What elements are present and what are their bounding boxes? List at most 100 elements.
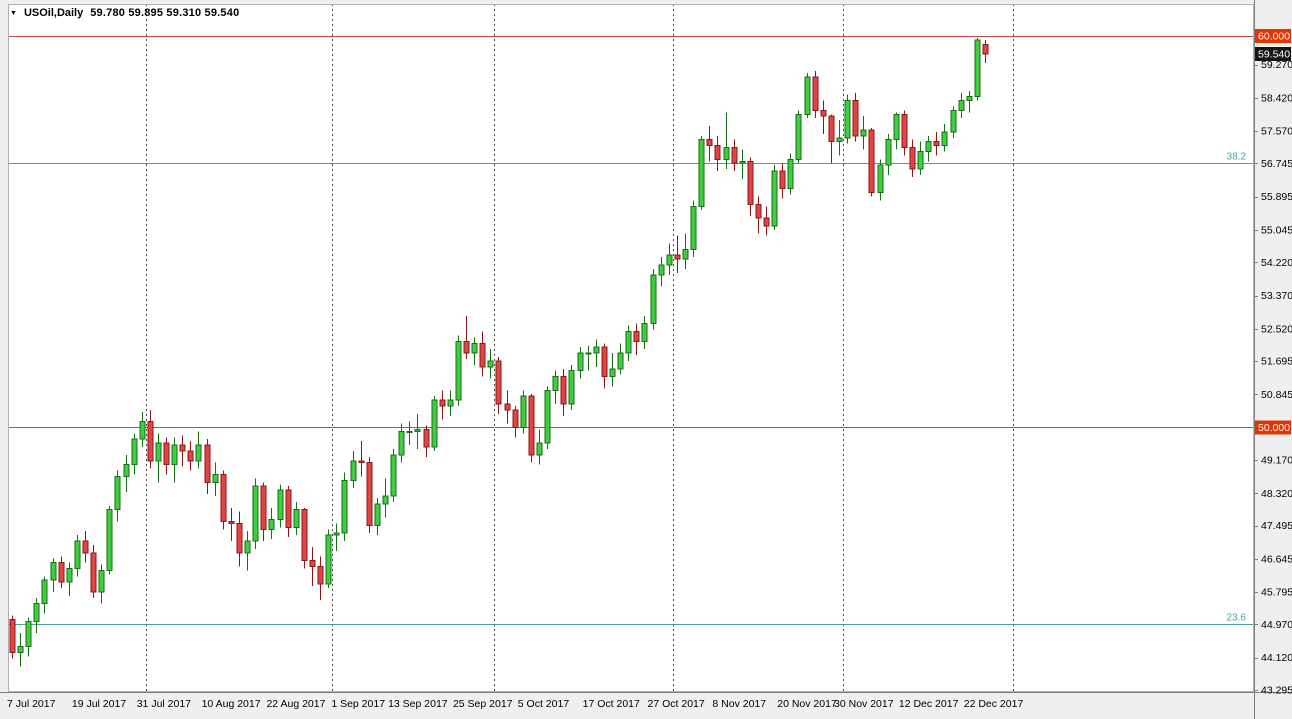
candle-body	[633, 331, 640, 342]
price-tick-label: 53.370	[1261, 290, 1292, 302]
candle-body	[220, 473, 227, 522]
time-axis-label: 20 Nov 2017	[777, 698, 837, 710]
candle-body	[901, 113, 908, 149]
candle-body	[139, 421, 146, 440]
time-axis-label: 27 Oct 2017	[648, 698, 705, 710]
candle-body	[447, 399, 454, 407]
candle-body	[917, 150, 924, 170]
candle-body	[536, 442, 543, 456]
candle-body	[187, 450, 194, 462]
candle-body	[568, 370, 575, 405]
candle-body	[147, 421, 154, 462]
current-price-badge	[1255, 46, 1291, 61]
candle-body	[925, 141, 932, 152]
price-tick-label: 43.295	[1261, 685, 1292, 697]
candle-body	[723, 147, 730, 160]
time-axis-label: 12 Dec 2017	[899, 698, 959, 710]
candle-body	[390, 454, 397, 497]
candle-body	[836, 137, 843, 143]
candle-body	[171, 444, 178, 466]
candle-body	[666, 254, 673, 266]
candle-body	[641, 323, 648, 342]
candle-body	[285, 489, 292, 528]
candle-body	[658, 264, 665, 276]
candle-body	[877, 164, 884, 194]
time-axis-label: 8 Nov 2017	[712, 698, 766, 710]
price-tick-label: 46.645	[1261, 553, 1292, 565]
price-tick-label: 55.895	[1261, 191, 1292, 203]
candle-body	[398, 430, 405, 456]
time-axis-label: 17 Oct 2017	[583, 698, 640, 710]
price-tick-label: 51.695	[1261, 356, 1292, 368]
price-tick-label: 54.220	[1261, 257, 1292, 269]
time-axis-label: 22 Dec 2017	[964, 698, 1024, 710]
candle-body	[520, 395, 527, 428]
level-price-badge	[1255, 28, 1291, 43]
candle-body	[123, 464, 130, 477]
candle-body	[252, 485, 259, 542]
candle-body	[439, 399, 446, 407]
price-tick-label: 56.745	[1261, 158, 1292, 170]
price-badge-label: 60.000	[1258, 30, 1290, 42]
ohlc-readout: 59.780 59.895 59.310 59.540	[90, 7, 240, 19]
candle-body	[463, 340, 470, 354]
candle-body	[155, 442, 162, 462]
candle-body	[747, 160, 754, 205]
candle-body	[487, 360, 494, 368]
candle-body	[504, 403, 511, 411]
candle-body	[860, 129, 867, 137]
candle-body	[325, 534, 332, 585]
time-axis-label: 25 Sep 2017	[453, 698, 513, 710]
symbol-timeframe-label: USOil,Daily	[23, 7, 84, 19]
candle-body	[909, 147, 916, 170]
candle-body	[179, 444, 186, 452]
candle-body	[58, 562, 65, 583]
candle-body	[382, 495, 389, 505]
candle-body	[974, 39, 981, 98]
candle-body	[560, 376, 567, 405]
candle-body	[131, 438, 138, 466]
candle-body	[317, 565, 324, 585]
candle-body	[585, 352, 592, 355]
time-axis-label: 1 Sep 2017	[331, 698, 385, 710]
price-tick-label: 48.320	[1261, 488, 1292, 500]
time-axis-label: 22 Aug 2017	[266, 698, 325, 710]
candle-body	[593, 346, 600, 354]
time-axis-label: 10 Aug 2017	[202, 698, 261, 710]
candle-body	[195, 444, 202, 462]
time-axis-label: 30 Nov 2017	[834, 698, 894, 710]
candle-body	[771, 170, 778, 227]
candle-body	[933, 141, 940, 147]
candle-body	[706, 139, 713, 147]
price-tick-label: 57.570	[1261, 126, 1292, 138]
price-tick-label: 52.520	[1261, 323, 1292, 335]
candle-body	[414, 428, 421, 432]
candle-body	[966, 96, 973, 102]
candle-body	[868, 129, 875, 194]
candle-body	[844, 100, 851, 139]
candle-body	[33, 603, 40, 622]
candle-body	[982, 44, 989, 55]
candle-body	[90, 552, 97, 593]
candle-body	[74, 540, 81, 569]
price-tick-label: 55.045	[1261, 224, 1292, 236]
price-badge-label: 59.540	[1258, 48, 1290, 60]
candle-body	[828, 115, 835, 143]
time-axis-label: 31 Jul 2017	[137, 698, 191, 710]
price-tick-label: 44.120	[1261, 652, 1292, 664]
candle-body	[893, 113, 900, 141]
candle-body	[50, 562, 57, 581]
plot-border	[8, 4, 1254, 692]
candle-body	[301, 509, 308, 562]
candle-body	[495, 360, 502, 405]
candle-body	[366, 462, 373, 526]
candle-body	[114, 475, 121, 511]
candle-body	[812, 76, 819, 111]
symbol-dropdown-icon[interactable]: ▼	[10, 10, 17, 17]
price-tick-label: 50.845	[1261, 389, 1292, 401]
candle-body	[471, 342, 478, 354]
candle-body	[341, 479, 348, 534]
candle-body	[423, 428, 430, 448]
candle-body	[212, 473, 219, 483]
